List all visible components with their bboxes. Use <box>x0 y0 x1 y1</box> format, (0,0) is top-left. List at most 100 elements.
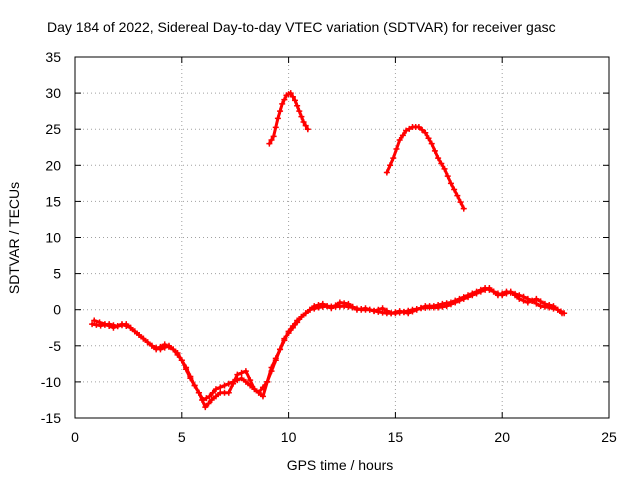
data-point <box>238 369 245 376</box>
data-point <box>473 288 480 295</box>
data-point <box>195 389 202 396</box>
data-point <box>187 375 194 382</box>
data-point <box>208 396 215 403</box>
data-point <box>393 146 400 153</box>
data-point <box>456 295 463 302</box>
data-point <box>422 129 429 136</box>
data-point <box>375 306 382 313</box>
data-point <box>546 302 553 309</box>
data-point <box>202 404 209 411</box>
axis-layer: 0 5 10 15 20 25 -15 -10 -5 0 5 10 15 20 25 30 35 <box>41 49 617 445</box>
data-point <box>292 97 299 104</box>
data-point <box>494 290 501 297</box>
y-tick-label: 35 <box>45 49 61 65</box>
data-point <box>311 303 318 310</box>
data-point <box>425 135 432 142</box>
data-point <box>306 306 313 313</box>
data-point <box>387 162 394 169</box>
data-point <box>279 100 286 107</box>
data-point <box>277 346 284 353</box>
data-point <box>268 137 275 144</box>
data-point <box>238 375 245 382</box>
data-point <box>405 310 412 317</box>
data-point <box>435 302 442 309</box>
data-point <box>524 299 531 306</box>
data-point <box>383 307 390 314</box>
x-axis-title: GPS time / hours <box>287 457 394 473</box>
data-point <box>362 305 369 312</box>
data-point <box>469 290 476 297</box>
data-point <box>454 192 461 199</box>
data-point <box>503 290 510 297</box>
data-point <box>242 378 249 385</box>
data-point <box>296 108 303 115</box>
data-point <box>203 395 210 402</box>
series-main-trace-b <box>91 285 566 411</box>
data-point <box>379 305 386 312</box>
data-point <box>153 346 160 353</box>
data-point <box>302 122 309 129</box>
data-point <box>136 331 143 338</box>
data-point <box>324 303 331 310</box>
data-point <box>251 386 258 393</box>
data-point <box>430 303 437 310</box>
data-point <box>349 303 356 310</box>
data-point <box>482 285 489 292</box>
data-point <box>221 382 228 389</box>
data-point <box>319 300 326 307</box>
data-point <box>396 308 403 315</box>
y-tick-label: 15 <box>45 193 61 209</box>
data-point <box>170 346 177 353</box>
data-point <box>366 306 373 313</box>
data-point <box>406 125 413 132</box>
data-point <box>499 292 506 299</box>
data-point <box>212 386 219 393</box>
data-point <box>242 368 249 375</box>
data-point <box>507 288 514 295</box>
data-point <box>447 180 454 187</box>
data-point <box>114 322 121 329</box>
data-point <box>270 133 277 140</box>
data-point <box>140 335 147 342</box>
data-point <box>403 127 410 134</box>
data-point <box>264 378 271 385</box>
y-axis-title: SDTVAR / TECUs <box>6 182 22 294</box>
x-tick-label: 15 <box>388 429 404 445</box>
data-point <box>541 300 548 307</box>
y-tick-label: 10 <box>45 230 61 246</box>
data-point <box>165 343 172 350</box>
data-point <box>304 126 311 133</box>
data-point <box>315 302 322 309</box>
data-point <box>209 389 216 396</box>
series-arc-2 <box>383 124 467 212</box>
data-point <box>298 313 305 320</box>
data-point <box>415 124 422 131</box>
x-tick-label: 20 <box>494 429 510 445</box>
data-point <box>144 339 151 346</box>
data-point <box>106 322 113 329</box>
data-point <box>409 308 416 315</box>
data-point <box>272 355 279 362</box>
data-point <box>460 294 467 301</box>
data-point <box>447 299 454 306</box>
data-point <box>345 300 352 307</box>
data-point <box>289 322 296 329</box>
data-point <box>205 400 212 407</box>
data-point <box>554 306 561 313</box>
data-point <box>101 321 108 328</box>
data-point <box>259 393 266 400</box>
data-point <box>91 317 98 324</box>
data-point <box>300 118 307 125</box>
data-point <box>118 321 125 328</box>
data-point <box>127 324 134 331</box>
data-point <box>451 186 458 193</box>
data-point <box>131 328 138 335</box>
grid-layer <box>75 57 609 418</box>
data-point <box>110 324 117 331</box>
data-point <box>96 319 103 326</box>
data-point <box>431 147 438 154</box>
data-point <box>428 140 435 147</box>
data-point <box>178 357 185 364</box>
